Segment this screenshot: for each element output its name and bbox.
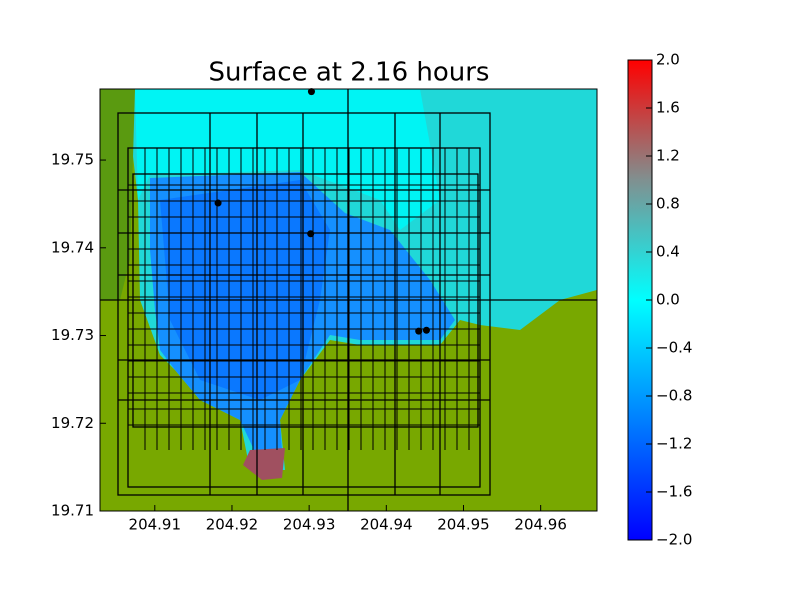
y-tick-label: 19.73 — [51, 326, 94, 344]
colorbar-tick-label: 1.2 — [656, 147, 680, 165]
gauge-point — [422, 326, 430, 334]
y-tick-label: 19.72 — [51, 414, 94, 432]
y-tick-label: 19.71 — [51, 502, 94, 520]
x-tick-label: 204.94 — [360, 516, 413, 534]
gauge-point — [307, 88, 315, 96]
x-tick-label: 204.91 — [129, 516, 182, 534]
gauge-point — [307, 230, 315, 238]
x-tick-label: 204.93 — [283, 516, 336, 534]
amr-patch — [117, 112, 491, 496]
x-tick-label: 204.95 — [437, 516, 490, 534]
surface-map — [100, 89, 597, 511]
chart-title: Surface at 2.16 hours — [209, 58, 490, 88]
colorbar-tick-label: −1.2 — [656, 435, 692, 453]
colorbar-tick-label: 0.0 — [656, 291, 680, 309]
colorbar-tick-label: 1.6 — [656, 99, 680, 117]
colorbar-tick-label: −0.4 — [656, 339, 692, 357]
colorbar-tick-label: −2.0 — [656, 531, 692, 549]
colorbar-tick-label: −0.8 — [656, 387, 692, 405]
colorbar-tick-label: 0.4 — [656, 243, 680, 261]
x-tick-label: 204.92 — [206, 516, 259, 534]
gauge-point — [214, 199, 222, 207]
gauge-point — [415, 327, 423, 335]
x-tick-label: 204.96 — [514, 516, 567, 534]
colorbar-tick-label: 0.8 — [656, 195, 680, 213]
plot-frame — [99, 88, 598, 512]
y-tick-label: 19.74 — [51, 238, 94, 256]
colorbar-tick-label: 2.0 — [656, 51, 680, 69]
y-tick-label: 19.75 — [51, 151, 94, 169]
colorbar-tick-label: −1.6 — [656, 483, 692, 501]
amr-patch — [127, 147, 481, 488]
